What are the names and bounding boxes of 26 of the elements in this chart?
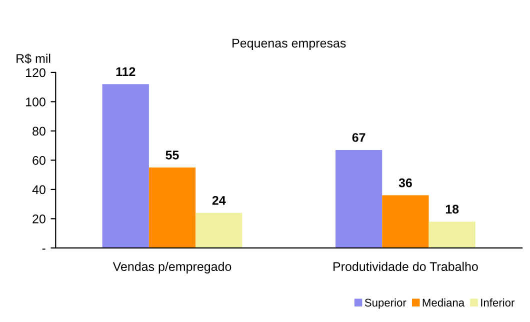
data-label: 67 xyxy=(352,133,366,142)
y-tick-label: 60 xyxy=(32,156,46,165)
bar xyxy=(335,150,382,248)
bar xyxy=(428,222,476,248)
y-tick-label: 80 xyxy=(32,126,46,136)
data-label: 55 xyxy=(166,150,179,160)
data-label: 112 xyxy=(116,67,136,76)
data-label: 24 xyxy=(212,196,226,205)
y-tick-label: 20 xyxy=(32,214,46,224)
legend-label: Mediana xyxy=(422,298,465,307)
legend-label: Inferior xyxy=(481,298,515,307)
data-label: 36 xyxy=(398,178,412,188)
y-tick-label: 120 xyxy=(26,68,46,78)
chart-title: Pequenas empresas xyxy=(232,38,346,50)
bar xyxy=(102,84,149,248)
y-axis-title: R$ mil xyxy=(16,54,50,64)
x-tick-label: Produtividade do Trabalho xyxy=(334,262,478,272)
bar xyxy=(148,168,196,248)
y-tick-label: - xyxy=(42,248,46,250)
legend-label: Superior xyxy=(364,298,406,309)
y-tick-label: 100 xyxy=(26,98,46,106)
bar xyxy=(196,212,242,248)
x-tick-label: Vendas p/empregado xyxy=(112,262,232,274)
bar xyxy=(382,195,429,248)
data-label: 18 xyxy=(446,204,459,214)
y-tick-label: 40 xyxy=(32,185,46,194)
